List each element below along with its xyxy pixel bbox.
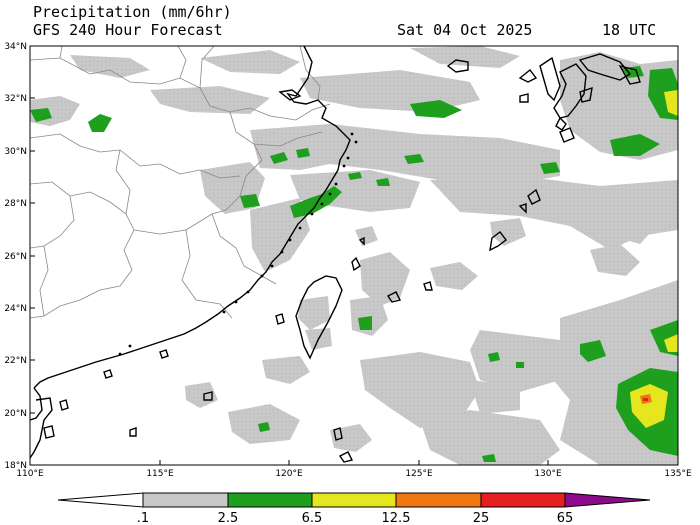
lat-label: 18°N: [4, 461, 27, 471]
lat-label: 24°N: [4, 304, 27, 314]
lon-label: 135°E: [664, 469, 692, 479]
model-subtitle: GFS 240 Hour Forecast: [33, 21, 223, 39]
coastlines: [30, 46, 641, 463]
lon-label: 110°E: [16, 469, 44, 479]
lat-label: 26°N: [4, 252, 27, 262]
colorbar-segment-heavy: [311, 492, 397, 508]
lat-label: 22°N: [4, 356, 27, 366]
longitude-axis: [29, 460, 679, 465]
heavy-precip-areas: [630, 90, 678, 428]
lat-label: 30°N: [4, 147, 27, 157]
colorbar-label: 25: [473, 511, 490, 525]
lat-label: 32°N: [4, 94, 27, 104]
lat-label: 28°N: [4, 199, 27, 209]
very-heavy-precip-areas: [640, 394, 652, 404]
colorbar-label: 12.5: [382, 511, 411, 525]
lat-label: 20°N: [4, 409, 27, 419]
colorbar-label: 65: [557, 511, 574, 525]
province-borders: [30, 46, 331, 319]
colorbar-segment-extreme: [564, 492, 651, 508]
colorbar-segment-light: [142, 492, 229, 508]
colorbar: [57, 492, 651, 508]
colorbar-label: 6.5: [302, 511, 323, 525]
colorbar-segment-none: [57, 492, 144, 508]
colorbar-segment-very-heavy: [395, 492, 482, 508]
latitude-axis: [30, 45, 35, 466]
lat-label: 34°N: [4, 42, 27, 52]
valid-date: Sat 04 Oct 2025: [397, 21, 533, 39]
lon-label: 115°E: [146, 469, 174, 479]
colorbar-label: .1: [137, 511, 149, 525]
colorbar-segment-intense: [480, 492, 566, 508]
coastal-islands: [118, 132, 358, 356]
map-title: Precipitation (mm/6hr): [33, 3, 232, 21]
lon-label: 125°E: [405, 469, 433, 479]
colorbar-segment-moderate: [227, 492, 313, 508]
map-area: [30, 46, 678, 465]
light-precip-areas: [30, 46, 678, 465]
valid-time: 18 UTC: [602, 21, 657, 39]
colorbar-label: 2.5: [218, 511, 239, 525]
lon-label: 120°E: [275, 469, 303, 479]
lon-label: 130°E: [534, 469, 562, 479]
